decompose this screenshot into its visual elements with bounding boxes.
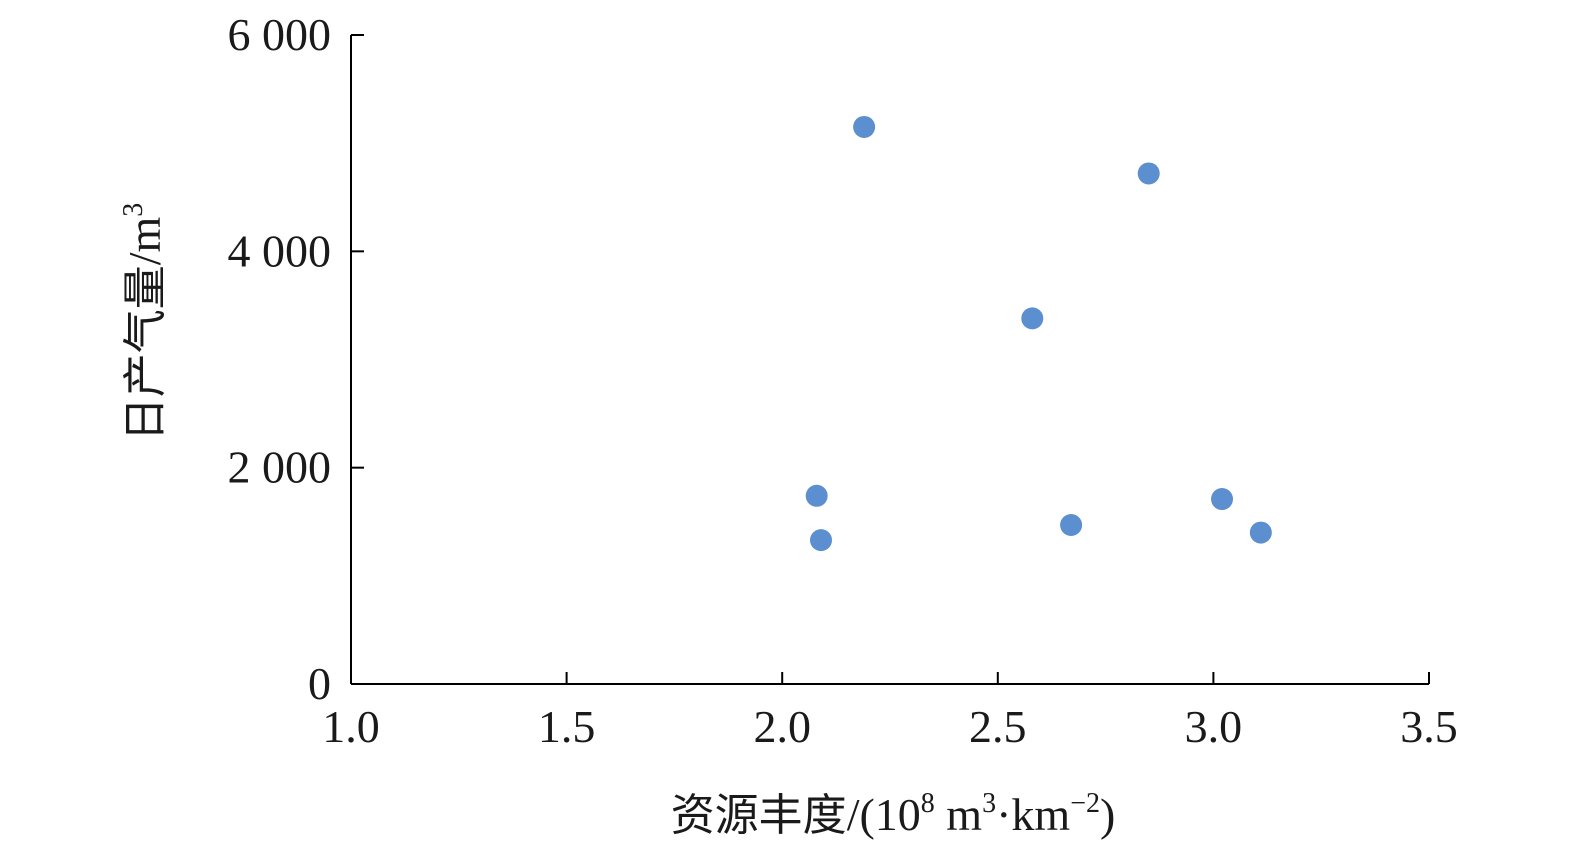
x-tick-label: 3.0 — [1185, 701, 1243, 752]
data-point — [810, 529, 833, 552]
data-point — [1211, 488, 1234, 511]
x-tick-label: 1.5 — [538, 701, 596, 752]
x-axis-title-unit-mid1: m — [935, 789, 983, 840]
x-axis-title: 资源丰度/(108 m3·km−2) — [671, 788, 1116, 841]
data-point — [1060, 513, 1083, 536]
y-axis-title: 日产气量/m3 — [118, 203, 171, 442]
x-tick-label: 2.5 — [969, 701, 1027, 752]
data-points — [805, 115, 1272, 552]
y-tick-label: 6 000 — [228, 9, 332, 60]
data-point — [1137, 162, 1160, 185]
x-axis-title-unit-close: ) — [1100, 789, 1115, 840]
data-point — [853, 115, 876, 138]
y-tick-label: 4 000 — [228, 225, 332, 276]
data-point — [805, 484, 828, 507]
x-axis-title-prefix: 资源丰度 — [671, 790, 847, 841]
x-tick-label: 2.0 — [753, 701, 811, 752]
x-axis-title-exp1: 8 — [921, 788, 935, 819]
x-axis-title-exp2: 3 — [982, 788, 996, 819]
y-axis-title-unit: /m — [119, 217, 170, 266]
y-axis-title-exp: 3 — [118, 203, 149, 217]
x-axis-ticks: 1.0 1.5 2.0 2.5 3.0 3.5 — [322, 672, 1458, 752]
y-axis-ticks: 0 2 000 4 000 6 000 — [228, 9, 364, 709]
data-point — [1249, 521, 1272, 544]
x-axis-title-unit-open: /(10 — [847, 789, 921, 840]
x-tick-label: 3.5 — [1400, 701, 1458, 752]
x-tick-label: 1.0 — [322, 701, 380, 752]
x-axis-title-exp3: −2 — [1070, 788, 1100, 819]
y-tick-label: 0 — [308, 658, 331, 709]
y-tick-label: 2 000 — [228, 442, 332, 493]
axes — [350, 35, 1429, 685]
y-axis-title-prefix: 日产气量 — [120, 265, 171, 441]
data-point — [1021, 307, 1044, 330]
x-axis-title-unit-mid2: ·km — [996, 789, 1070, 840]
